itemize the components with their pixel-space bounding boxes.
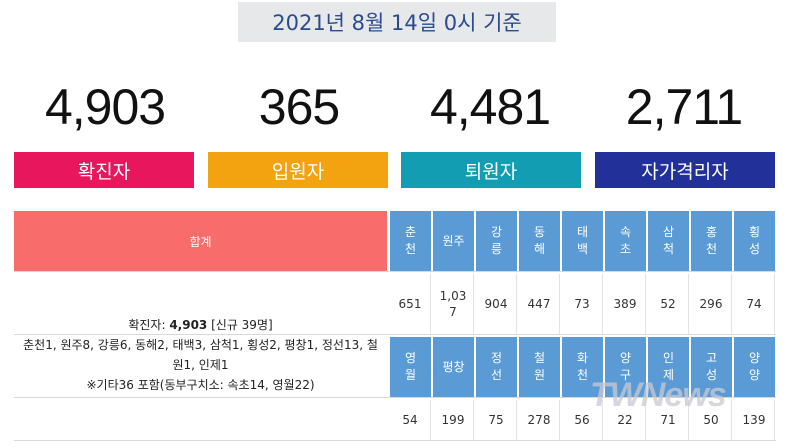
- region-value-bottom-4: 56: [562, 400, 603, 440]
- region-header-bottom-2: 정 선: [476, 337, 517, 397]
- hospitalized-badge: 입원자: [208, 152, 388, 188]
- region-value-top-8: 74: [734, 274, 775, 334]
- region-header-top-5: 속 초: [605, 211, 646, 271]
- region-value-top-0: 651: [390, 274, 431, 334]
- region-value-top-2: 904: [476, 274, 517, 334]
- region-header-bottom-4: 화 천: [562, 337, 603, 397]
- region-header-bottom-5: 양 구: [605, 337, 646, 397]
- region-value-bottom-8: 139: [734, 400, 775, 440]
- region-value-bottom-2: 75: [476, 400, 517, 440]
- region-value-top-5: 389: [605, 274, 646, 334]
- summary-note: ※기타36 포함(동부구치소: 속초14, 영월22): [86, 378, 315, 392]
- region-header-top-8: 횡 성: [734, 211, 775, 271]
- summary-breakdown-cont: 원1, 인제1: [172, 358, 229, 372]
- region-value-bottom-6: 71: [648, 400, 689, 440]
- region-header-top-1: 원주: [433, 211, 474, 271]
- self-quarantine-count: 2,711: [625, 79, 743, 135]
- table-divider: [14, 271, 776, 272]
- summary-new: [신규 39명]: [207, 318, 273, 332]
- summary-total: 4,903: [169, 318, 208, 332]
- region-header-bottom-6: 인 제: [648, 337, 689, 397]
- summary-breakdown: 춘천1, 원주8, 강릉6, 동해2, 태백3, 삼척1, 횡성2, 평창1, …: [23, 338, 378, 352]
- confirmed-count: 4,903: [44, 79, 166, 135]
- region-value-bottom-1: 199: [433, 400, 474, 440]
- region-value-top-6: 52: [648, 274, 689, 334]
- region-header-top-2: 강 릉: [476, 211, 517, 271]
- discharged-count: 4,481: [429, 79, 551, 135]
- region-value-top-4: 73: [562, 274, 603, 334]
- table-divider: [14, 397, 776, 398]
- region-value-bottom-7: 50: [691, 400, 732, 440]
- sum-header: 합계: [14, 211, 387, 271]
- region-value-top-7: 296: [691, 274, 732, 334]
- region-header-bottom-3: 철 원: [519, 337, 560, 397]
- confirmed-badge: 확진자: [14, 152, 194, 188]
- region-header-top-7: 홍 천: [691, 211, 732, 271]
- summary-text: 확진자: 4,903 [신규 39명] 춘천1, 원주8, 강릉6, 동해2, …: [14, 315, 387, 395]
- table-divider: [14, 334, 776, 335]
- hospitalized-count: 365: [258, 79, 340, 135]
- region-header-bottom-0: 영 월: [390, 337, 431, 397]
- self-quarantine-badge: 자가격리자: [595, 152, 775, 188]
- region-value-bottom-0: 54: [390, 400, 431, 440]
- region-value-top-1: 1,03 7: [433, 274, 474, 334]
- region-header-top-4: 태 백: [562, 211, 603, 271]
- summary-prefix: 확진자:: [128, 318, 170, 332]
- region-header-top-6: 삼 척: [648, 211, 689, 271]
- region-header-top-3: 동 해: [519, 211, 560, 271]
- watermark-logo: TWNews: [590, 376, 727, 414]
- discharged-badge: 퇴원자: [401, 152, 581, 188]
- region-value-top-3: 447: [519, 274, 560, 334]
- date-label: 2021년 8월 14일 0시 기준: [238, 2, 556, 42]
- region-header-bottom-8: 양 양: [734, 337, 775, 397]
- table-divider: [14, 440, 776, 441]
- region-header-bottom-7: 고 성: [691, 337, 732, 397]
- region-value-bottom-5: 22: [605, 400, 646, 440]
- region-header-bottom-1: 평창: [433, 337, 474, 397]
- region-value-bottom-3: 278: [519, 400, 560, 440]
- region-header-top-0: 춘 천: [390, 211, 431, 271]
